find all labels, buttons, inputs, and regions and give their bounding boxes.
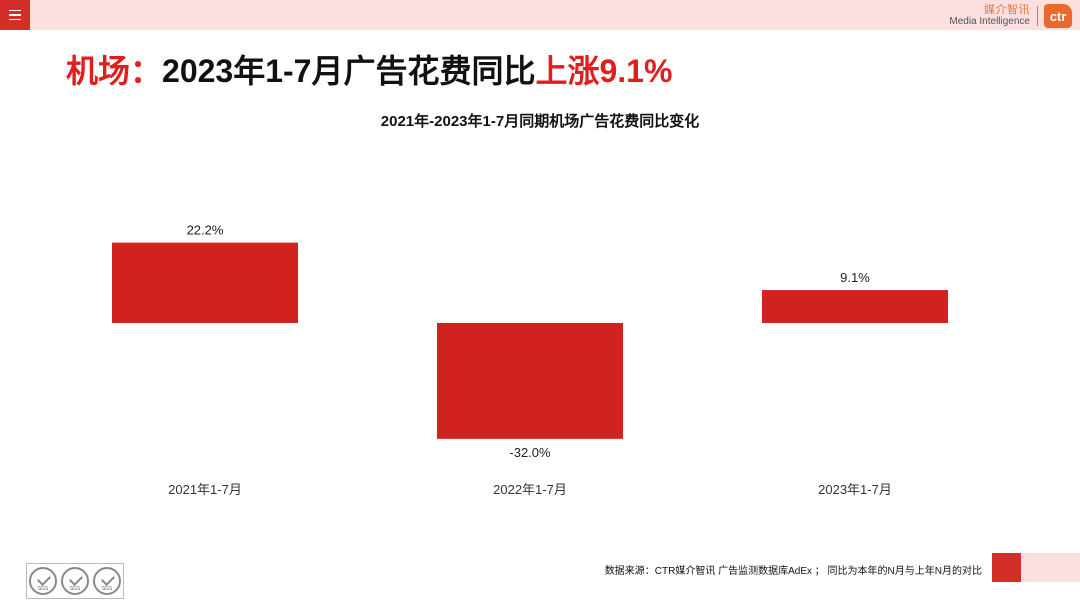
sgs-label: SGS xyxy=(69,586,81,592)
category-label-1: 2021年1-7月 xyxy=(168,482,242,497)
menu-icon[interactable] xyxy=(0,0,30,30)
bar-1 xyxy=(112,242,298,323)
data-label-2: -32.0% xyxy=(509,445,551,460)
data-label-3: 9.1% xyxy=(840,270,870,285)
sgs-badge-icon: SGS xyxy=(61,567,89,595)
logo-en-text: Media Intelligence xyxy=(949,16,1030,27)
logo-divider xyxy=(1037,6,1038,26)
sgs-certification: SGS SGS SGS xyxy=(26,563,124,599)
chart-title: 2021年-2023年1-7月同期机场广告花费同比变化 xyxy=(380,113,700,130)
headline-main: 2023年1-7月广告花费同比 xyxy=(162,53,536,89)
sgs-label: SGS xyxy=(37,586,49,592)
category-label-2: 2022年1-7月 xyxy=(493,482,567,497)
logo-cn-text: 媒介智讯 xyxy=(984,4,1030,16)
bar-2 xyxy=(437,323,623,439)
ctr-logo-mark: ctr xyxy=(1044,4,1072,28)
sgs-badge-icon: SGS xyxy=(93,567,121,595)
data-source-note: 数据来源：CTR媒介智讯 广告监测数据库AdEx ； 同比为本年的N月与上年N月… xyxy=(604,566,982,577)
page-headline: 机场：2023年1-7月广告花费同比上涨9.1% xyxy=(66,46,672,92)
headline-highlight: 上涨9.1% xyxy=(535,53,673,89)
top-bar: 媒介智讯 Media Intelligence ctr xyxy=(0,0,1080,30)
sgs-label: SGS xyxy=(101,586,113,592)
data-label-1: 22.2% xyxy=(187,223,224,238)
footer-accent-red xyxy=(992,553,1021,582)
footer-accent-pink xyxy=(1021,553,1080,582)
ctr-logo: 媒介智讯 Media Intelligence ctr xyxy=(949,3,1072,29)
headline-prefix: 机场： xyxy=(66,53,163,89)
bar-3 xyxy=(762,290,948,323)
sgs-badge-icon: SGS xyxy=(29,567,57,595)
category-label-3: 2023年1-7月 xyxy=(818,482,892,497)
